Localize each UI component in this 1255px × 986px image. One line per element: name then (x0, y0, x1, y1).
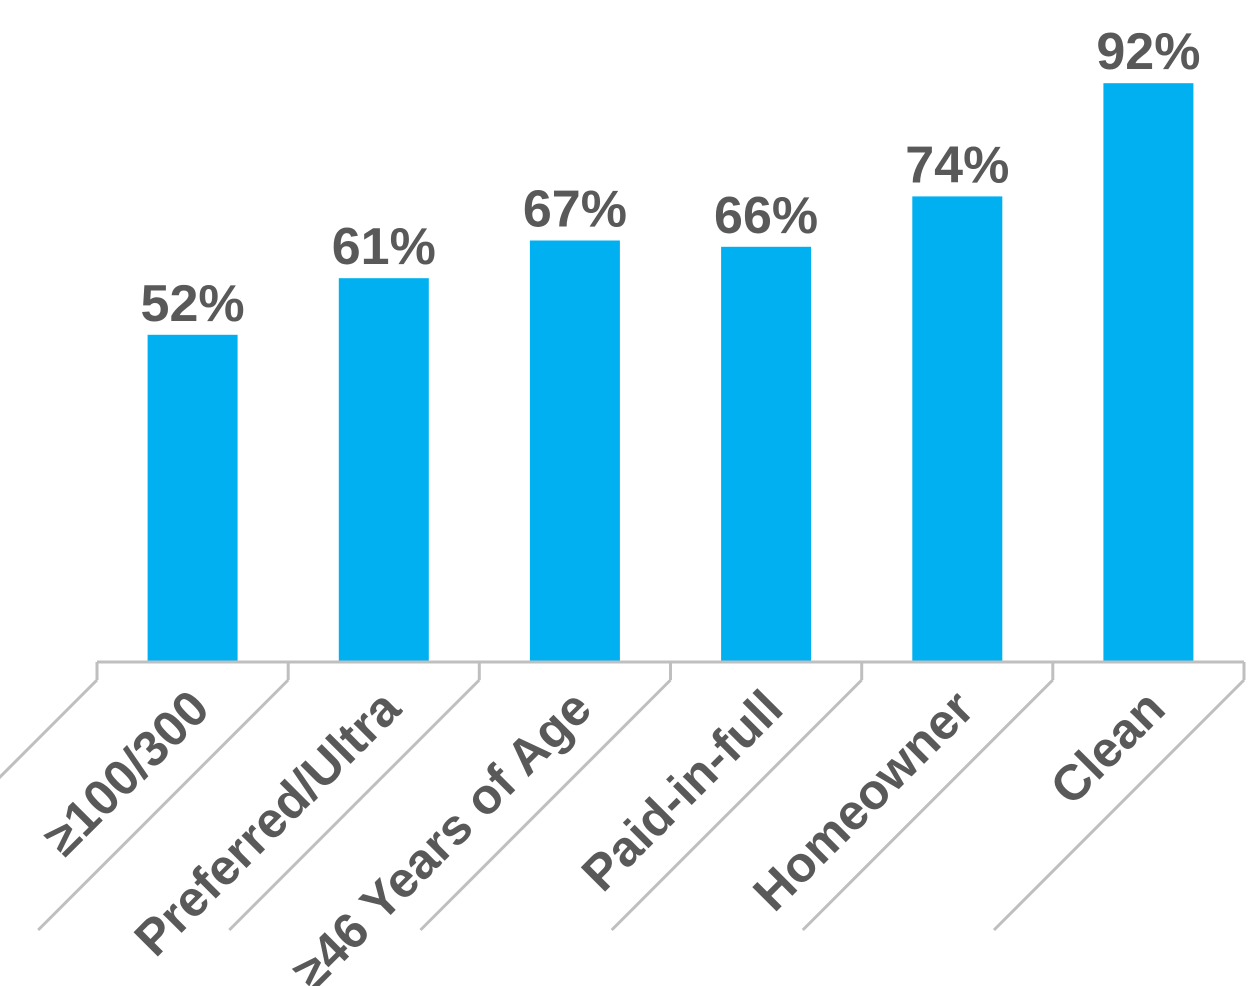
bar-5 (912, 196, 1003, 662)
category-separator-1 (37, 678, 290, 932)
category-separator-2 (228, 678, 481, 932)
category-separator-3 (419, 678, 672, 932)
data-label-1: 52% (141, 275, 245, 333)
data-label-2: 61% (332, 218, 436, 276)
data-label-6: 92% (1096, 23, 1200, 81)
bar-6 (1103, 83, 1194, 662)
category-separator-6 (992, 678, 1246, 932)
bars-group (147, 83, 1194, 663)
x-tick-label-6: Clean (1040, 680, 1176, 816)
bar-3 (529, 240, 620, 662)
bar-4 (721, 246, 812, 663)
x-axis (0, 660, 1246, 932)
data-label-5: 74% (905, 136, 1009, 194)
category-separator-4 (610, 678, 863, 932)
data-label-4: 66% (714, 187, 818, 245)
data-labels-group: 52% 61% 67% 66% 74% 92% (141, 23, 1201, 333)
bar-1 (147, 334, 238, 662)
data-label-3: 67% (523, 181, 627, 239)
category-separator-0 (0, 678, 99, 780)
category-separator-5 (801, 678, 1054, 932)
x-tick-label-1: ≥100/300 (33, 680, 220, 867)
bar-2 (338, 278, 429, 662)
